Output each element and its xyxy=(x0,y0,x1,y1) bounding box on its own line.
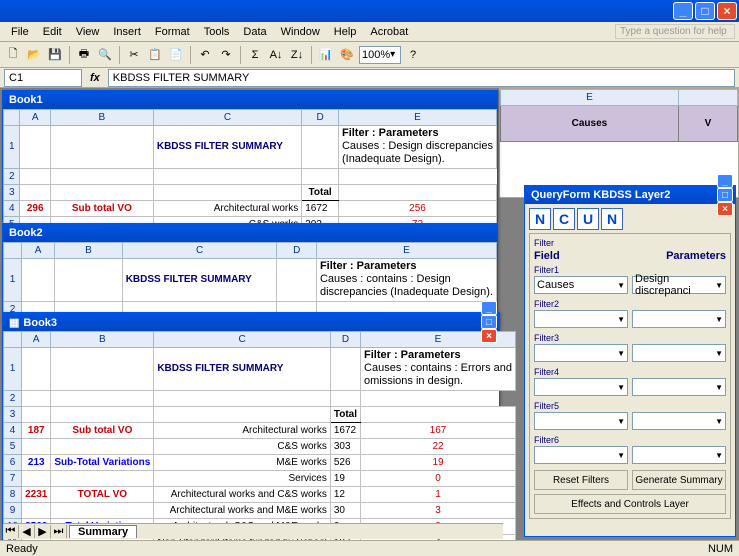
paste-icon[interactable]: 📄 xyxy=(167,46,185,64)
undo-icon[interactable]: ↶ xyxy=(196,46,214,64)
formula-input[interactable]: KBDSS FILTER SUMMARY xyxy=(108,69,735,87)
menu-tools[interactable]: Tools xyxy=(197,24,237,40)
filter1-field-combo[interactable]: Causes▼ xyxy=(534,276,628,294)
menu-insert[interactable]: Insert xyxy=(106,24,148,40)
cut-icon[interactable]: ✂ xyxy=(125,46,143,64)
book1-title[interactable]: Book1 xyxy=(3,91,497,109)
query-icon-u[interactable]: U xyxy=(577,208,599,230)
filter6-param-combo[interactable]: ▼ xyxy=(632,446,726,464)
new-icon[interactable]: 🗋 xyxy=(4,46,22,64)
book3-filter-tooltip: Filter : ParametersCauses : contains : E… xyxy=(361,348,516,391)
filter4-label: Filter4 xyxy=(534,367,726,377)
filter4-field-combo[interactable]: ▼ xyxy=(534,378,628,396)
preview-icon[interactable]: 🔍 xyxy=(96,46,114,64)
col-e-header[interactable]: E xyxy=(501,90,679,106)
menu-view[interactable]: View xyxy=(69,24,107,40)
book3-min[interactable]: _ xyxy=(481,301,497,315)
formula-bar: C1 fx KBDSS FILTER SUMMARY xyxy=(0,68,739,88)
maximize-button[interactable]: □ xyxy=(695,2,715,20)
query-form-title[interactable]: QueryForm KBDSS Layer2 _□× xyxy=(525,186,735,204)
menu-acrobat[interactable]: Acrobat xyxy=(363,24,415,40)
filter5-param-combo[interactable]: ▼ xyxy=(632,412,726,430)
filter6-label: Filter6 xyxy=(534,435,726,445)
filter6-field-combo[interactable]: ▼ xyxy=(534,446,628,464)
query-close[interactable]: × xyxy=(717,202,733,216)
filter1-param-combo[interactable]: Design discrepanci▼ xyxy=(632,276,726,294)
query-icon-c[interactable]: C xyxy=(553,208,575,230)
menubar: File Edit View Insert Format Tools Data … xyxy=(0,22,739,42)
sum-icon[interactable]: Σ xyxy=(246,46,264,64)
fx-label[interactable]: fx xyxy=(90,72,100,84)
help-search-box[interactable]: Type a question for help xyxy=(615,24,735,39)
effects-controls-button[interactable]: Effects and Controls Layer xyxy=(534,494,726,514)
sort-asc-icon[interactable]: A↓ xyxy=(267,46,285,64)
book2-filter-tooltip: Filter : ParametersCauses : contains : D… xyxy=(316,259,496,302)
redo-icon[interactable]: ↷ xyxy=(217,46,235,64)
book3-grid: ABCDE 1KBDSS FILTER SUMMARYFilter : Para… xyxy=(3,331,516,540)
reset-filters-button[interactable]: Reset Filters xyxy=(534,470,628,490)
filter4-param-combo[interactable]: ▼ xyxy=(632,378,726,396)
drawing-icon[interactable]: 🎨 xyxy=(338,46,356,64)
background-sheet: E CausesV xyxy=(499,88,739,198)
v-header-cell[interactable]: V xyxy=(678,106,737,142)
save-icon[interactable]: 💾 xyxy=(46,46,64,64)
filter2-label: Filter2 xyxy=(534,299,726,309)
generate-summary-button[interactable]: Generate Summary xyxy=(632,470,726,490)
app-titlebar: _ □ × xyxy=(0,0,739,22)
sort-desc-icon[interactable]: Z↓ xyxy=(288,46,306,64)
menu-edit[interactable]: Edit xyxy=(36,24,69,40)
book3-max[interactable]: □ xyxy=(481,315,497,329)
window-buttons: _ □ × xyxy=(673,2,737,20)
book3-title[interactable]: ▦Book3 _□× xyxy=(3,313,499,331)
query-form-window: QueryForm KBDSS Layer2 _□× N C U N Filte… xyxy=(524,185,736,537)
menu-window[interactable]: Window xyxy=(274,24,327,40)
tab-nav-last[interactable]: ⏭ xyxy=(51,525,67,538)
status-bar: Ready NUM xyxy=(0,540,739,556)
filter-section: Filter FieldParameters Filter1 Causes▼ D… xyxy=(529,233,731,519)
filter2-param-combo[interactable]: ▼ xyxy=(632,310,726,328)
filter5-field-combo[interactable]: ▼ xyxy=(534,412,628,430)
query-icon-n1[interactable]: N xyxy=(529,208,551,230)
filter3-param-combo[interactable]: ▼ xyxy=(632,344,726,362)
filter3-label: Filter3 xyxy=(534,333,726,343)
book2-window: Book2 ABCDE 1KBDSS FILTER SUMMARYFilter … xyxy=(2,223,498,323)
filter3-field-combo[interactable]: ▼ xyxy=(534,344,628,362)
tab-summary[interactable]: Summary xyxy=(69,525,137,538)
query-icon-row: N C U N xyxy=(529,208,731,230)
book1-window: Book1 A B C D E 1 KBDSS FILTER SUMMARY F… xyxy=(2,90,498,222)
status-ready: Ready xyxy=(6,543,38,555)
help-icon[interactable]: ? xyxy=(404,46,422,64)
zoom-combo[interactable]: 100%▾ xyxy=(359,46,401,64)
menu-help[interactable]: Help xyxy=(327,24,364,40)
name-box[interactable]: C1 xyxy=(4,69,82,87)
causes-header-cell[interactable]: Causes xyxy=(501,106,679,142)
filter5-label: Filter5 xyxy=(534,401,726,411)
close-button[interactable]: × xyxy=(717,2,737,20)
filter2-field-combo[interactable]: ▼ xyxy=(534,310,628,328)
book1-filter-tooltip: Filter : ParametersCauses : Design discr… xyxy=(338,126,496,169)
copy-icon[interactable]: 📋 xyxy=(146,46,164,64)
book3-close[interactable]: × xyxy=(481,329,497,343)
menu-format[interactable]: Format xyxy=(148,24,197,40)
book3-window: ▦Book3 _□× ABCDE 1KBDSS FILTER SUMMARYFi… xyxy=(2,312,500,540)
book2-title[interactable]: Book2 xyxy=(3,224,497,242)
minimize-button[interactable]: _ xyxy=(673,2,693,20)
tab-nav-prev[interactable]: ◀ xyxy=(19,525,35,538)
query-max[interactable]: □ xyxy=(717,188,733,202)
menu-file[interactable]: File xyxy=(4,24,36,40)
tab-nav-next[interactable]: ▶ xyxy=(35,525,51,538)
book3-sheet-tabs: ⏮◀▶⏭ Summary xyxy=(3,523,503,539)
chart-icon[interactable]: 📊 xyxy=(317,46,335,64)
query-min[interactable]: _ xyxy=(717,174,733,188)
menu-data[interactable]: Data xyxy=(236,24,273,40)
status-num: NUM xyxy=(708,543,733,555)
query-icon-n2[interactable]: N xyxy=(601,208,623,230)
standard-toolbar: 🗋 📂 💾 🖶 🔍 ✂ 📋 📄 ↶ ↷ Σ A↓ Z↓ 📊 🎨 100%▾ ? xyxy=(0,42,739,68)
print-icon[interactable]: 🖶 xyxy=(75,46,93,64)
open-icon[interactable]: 📂 xyxy=(25,46,43,64)
tab-nav-first[interactable]: ⏮ xyxy=(3,525,19,538)
